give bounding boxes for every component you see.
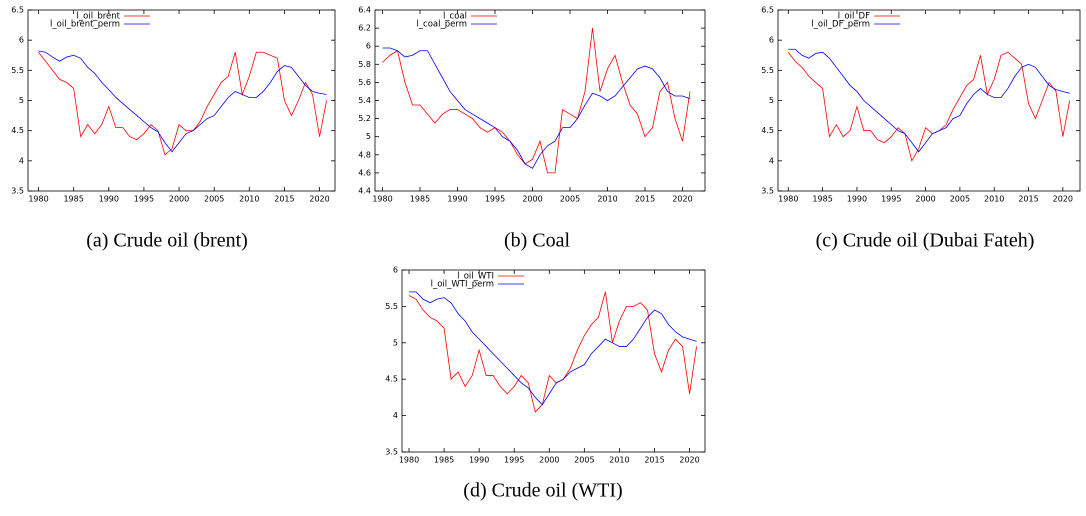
- x-tick-label: 1990: [469, 456, 489, 465]
- x-tick-label: 1995: [485, 195, 505, 204]
- x-tick-label: 1995: [134, 195, 154, 204]
- x-tick-label: 2015: [644, 456, 664, 465]
- y-tick-label: 4: [393, 411, 398, 420]
- y-tick-label: 5: [19, 96, 24, 105]
- x-tick-label: 2015: [1018, 195, 1038, 204]
- y-tick-label: 6: [366, 42, 371, 51]
- y-tick-label: 5.4: [358, 96, 371, 105]
- y-tick-label: 4.5: [385, 375, 398, 384]
- x-tick-label: 2010: [239, 195, 259, 204]
- legend-label: l_coal_perm: [416, 20, 467, 30]
- caption: (b) Coal: [504, 230, 571, 252]
- x-tick-label: 1985: [410, 195, 430, 204]
- plot-frame: [401, 269, 706, 453]
- x-tick-label: 1990: [99, 195, 119, 204]
- x-tick-label: 1985: [812, 195, 832, 204]
- x-tick-label: 2020: [1053, 195, 1073, 204]
- series-line: [788, 48, 1070, 153]
- y-tick-label: 6: [393, 266, 398, 275]
- x-tick-label: 2010: [597, 195, 617, 204]
- series-line: [787, 51, 1071, 162]
- x-tick-label: 2000: [539, 456, 559, 465]
- legend-label: l_oil_brent_perm: [50, 20, 120, 30]
- y-tick-label: 3.5: [11, 187, 24, 196]
- y-tick-label: 6.5: [761, 6, 774, 15]
- y-tick-label: 6: [19, 36, 24, 45]
- y-tick-label: 4.4: [358, 187, 371, 196]
- x-tick-label: 1995: [881, 195, 901, 204]
- y-tick-label: 4.5: [11, 126, 24, 135]
- x-tick-label: 2020: [309, 195, 329, 204]
- x-tick-label: 1995: [504, 456, 524, 465]
- legend-label: l_oil_WTI: [457, 272, 494, 282]
- plot-frame: [374, 9, 706, 192]
- y-tick-label: 6.5: [11, 6, 24, 15]
- x-tick-label: 2005: [560, 195, 580, 204]
- x-tick-label: 1980: [372, 195, 392, 204]
- legend-label: l_oil_brent: [77, 12, 121, 22]
- x-tick-label: 1980: [778, 195, 798, 204]
- x-tick-label: 1990: [847, 195, 867, 204]
- y-tick-label: 5: [769, 96, 774, 105]
- chart-panel: 3.5 4 4.5 5 5.5 6 6.5 1980 1985 1990 1995 2000 2005 2…: [761, 6, 1081, 252]
- y-tick-label: 5.5: [761, 66, 774, 75]
- y-tick-label: 6.4: [358, 6, 371, 15]
- series-line: [382, 28, 691, 174]
- y-tick-label: 5: [366, 132, 371, 141]
- y-tick-label: 4.6: [358, 168, 371, 177]
- series-line: [38, 50, 327, 153]
- x-tick-label: 2010: [609, 456, 629, 465]
- y-tick-label: 5.5: [11, 66, 24, 75]
- legend-label: l_oil_WTI_perm: [431, 280, 494, 290]
- y-tick-label: 5.8: [358, 60, 371, 69]
- plot-frame: [777, 9, 1081, 192]
- x-tick-label: 2005: [204, 195, 224, 204]
- legend-label: l_coal: [443, 12, 467, 22]
- x-tick-label: 2010: [984, 195, 1004, 204]
- x-tick-label: 2000: [169, 195, 189, 204]
- x-tick-label: 2015: [635, 195, 655, 204]
- chart-panel: 3.5 4 4.5 5 5.5 6 6.5 1980 1985 1990 1995 2000 2005 2…: [11, 6, 336, 252]
- y-tick-label: 4.8: [358, 150, 371, 159]
- x-tick-label: 2020: [672, 195, 692, 204]
- x-tick-label: 1990: [447, 195, 467, 204]
- legend-label: l_oil_DF_perm: [811, 20, 870, 30]
- series-line: [382, 47, 691, 169]
- x-tick-label: 2020: [679, 456, 699, 465]
- x-tick-label: 1985: [63, 195, 83, 204]
- y-tick-label: 6.2: [358, 24, 371, 33]
- x-tick-label: 2000: [915, 195, 935, 204]
- y-tick-label: 3.5: [385, 448, 398, 457]
- y-tick-label: 5.2: [358, 114, 371, 123]
- plot-frame: [27, 9, 336, 192]
- y-tick-label: 5.5: [385, 302, 398, 311]
- x-tick-label: 1980: [399, 456, 419, 465]
- y-tick-label: 4: [769, 156, 774, 165]
- x-tick-label: 2000: [522, 195, 542, 204]
- y-tick-label: 4: [19, 156, 24, 165]
- y-tick-label: 5: [393, 338, 398, 347]
- x-tick-label: 1985: [434, 456, 454, 465]
- x-tick-label: 1980: [28, 195, 48, 204]
- caption: (a) Crude oil (brent): [86, 230, 248, 252]
- series-line: [408, 291, 697, 413]
- y-tick-label: 6: [769, 36, 774, 45]
- x-tick-label: 2015: [274, 195, 294, 204]
- y-tick-label: 5.6: [358, 78, 371, 87]
- chart-panel: 3.5 4 4.5 5 5.5 6 1980 1985 1990 1995 2000 2005 2010…: [385, 266, 706, 502]
- y-tick-label: 4.5: [761, 126, 774, 135]
- chart-panel: 4.4 4.6 4.8 5 5.2 5.4 5.6 5.8 6 6.2 6.4 1980 1985 199…: [358, 6, 706, 252]
- caption: (c) Crude oil (Dubai Fateh): [816, 230, 1035, 252]
- x-tick-label: 2005: [574, 456, 594, 465]
- series-line: [409, 291, 697, 406]
- legend-label: l_oil_DF: [838, 12, 870, 22]
- x-tick-label: 2005: [950, 195, 970, 204]
- y-tick-label: 3.5: [761, 187, 774, 196]
- series-line: [38, 51, 327, 156]
- caption: (d) Crude oil (WTI): [463, 480, 622, 502]
